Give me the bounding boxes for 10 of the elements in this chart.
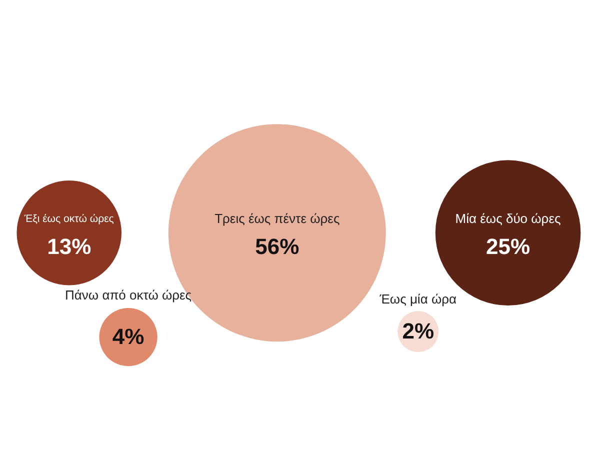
category-label: Έως μία ώρα bbox=[378, 291, 457, 306]
category-label: Έξι έως οκτώ ώρες bbox=[23, 212, 114, 225]
data-label: 13% bbox=[47, 234, 92, 259]
data-label: 25% bbox=[486, 234, 530, 259]
category-label: Τρεις έως πέντε ώρες bbox=[214, 210, 340, 226]
data-label: 56% bbox=[255, 234, 300, 259]
data-label: 2% bbox=[402, 318, 434, 344]
data-label: 4% bbox=[112, 324, 144, 350]
category-label: Πάνω από οκτώ ώρες bbox=[65, 287, 192, 302]
category-label: Μία έως δύο ώρες bbox=[455, 210, 561, 226]
